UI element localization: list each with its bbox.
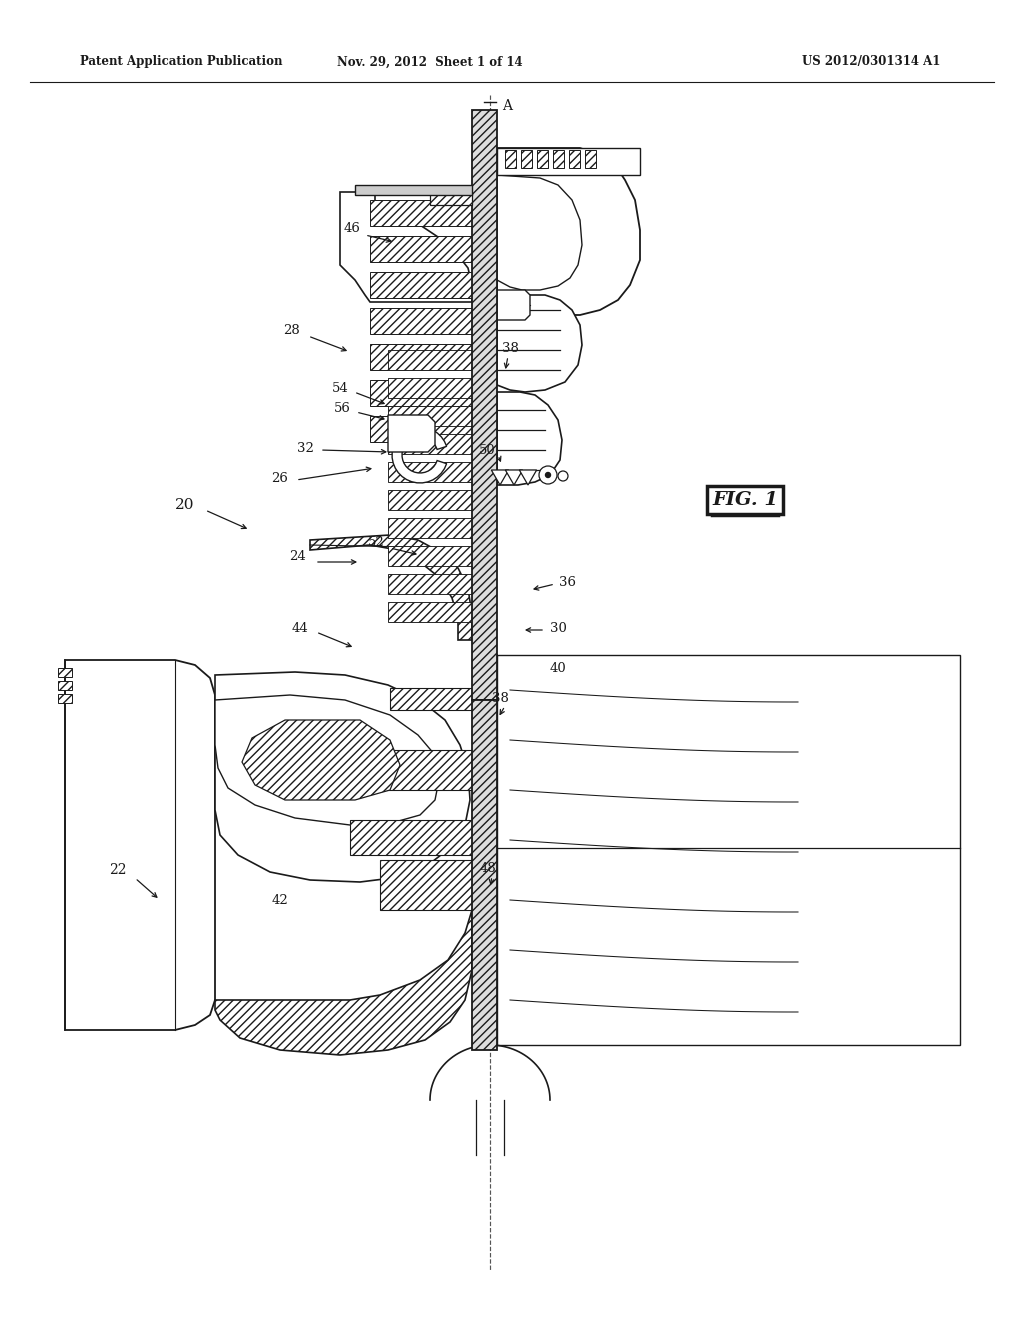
Text: 54: 54	[332, 381, 348, 395]
Polygon shape	[388, 490, 472, 510]
Polygon shape	[388, 434, 472, 454]
Polygon shape	[553, 150, 564, 168]
Polygon shape	[370, 201, 472, 226]
Polygon shape	[370, 236, 472, 261]
Polygon shape	[497, 148, 640, 176]
Text: A: A	[502, 99, 512, 114]
Polygon shape	[310, 535, 472, 640]
Polygon shape	[497, 655, 961, 1045]
Polygon shape	[350, 820, 472, 855]
Polygon shape	[58, 668, 72, 677]
Polygon shape	[390, 688, 472, 710]
Polygon shape	[497, 176, 582, 290]
Text: US 2012/0301314 A1: US 2012/0301314 A1	[802, 55, 940, 69]
Text: 30: 30	[550, 622, 566, 635]
Polygon shape	[215, 696, 440, 825]
Polygon shape	[215, 909, 472, 1055]
Polygon shape	[569, 150, 580, 168]
Text: 50: 50	[478, 444, 496, 457]
Polygon shape	[370, 380, 472, 407]
Polygon shape	[388, 574, 472, 594]
Text: 52: 52	[368, 536, 384, 549]
Polygon shape	[521, 150, 532, 168]
Polygon shape	[497, 148, 640, 315]
Text: 56: 56	[334, 401, 350, 414]
Text: 42: 42	[271, 894, 289, 907]
Text: 48: 48	[479, 862, 497, 874]
Text: 22: 22	[110, 863, 127, 876]
Polygon shape	[388, 414, 435, 451]
Polygon shape	[472, 700, 497, 1049]
Polygon shape	[388, 350, 472, 370]
Polygon shape	[370, 272, 472, 298]
Polygon shape	[585, 150, 596, 168]
Polygon shape	[340, 191, 472, 302]
Text: 36: 36	[559, 576, 577, 589]
Polygon shape	[472, 110, 497, 700]
Text: 38: 38	[492, 692, 509, 705]
Polygon shape	[392, 428, 446, 483]
Polygon shape	[242, 719, 400, 800]
Text: 44: 44	[292, 622, 308, 635]
Circle shape	[546, 473, 551, 478]
Text: 20: 20	[175, 498, 195, 512]
Polygon shape	[388, 407, 472, 426]
Polygon shape	[430, 191, 472, 205]
Polygon shape	[58, 694, 72, 704]
Polygon shape	[388, 378, 472, 399]
Polygon shape	[58, 681, 72, 690]
Text: Nov. 29, 2012  Sheet 1 of 14: Nov. 29, 2012 Sheet 1 of 14	[337, 55, 523, 69]
Polygon shape	[355, 185, 472, 195]
Polygon shape	[497, 392, 562, 484]
Polygon shape	[65, 660, 215, 1030]
Polygon shape	[505, 150, 516, 168]
Polygon shape	[388, 546, 472, 566]
Polygon shape	[370, 308, 472, 334]
Text: 46: 46	[344, 222, 360, 235]
Text: 32: 32	[297, 441, 313, 454]
Text: Patent Application Publication: Patent Application Publication	[80, 55, 283, 69]
Polygon shape	[497, 294, 582, 392]
Polygon shape	[380, 750, 472, 789]
Text: 24: 24	[290, 550, 306, 564]
Text: 26: 26	[271, 471, 289, 484]
Polygon shape	[388, 462, 472, 482]
Circle shape	[539, 466, 557, 484]
Polygon shape	[537, 150, 548, 168]
Text: 40: 40	[550, 661, 566, 675]
Polygon shape	[497, 290, 530, 319]
Polygon shape	[215, 672, 470, 882]
Polygon shape	[370, 345, 472, 370]
Polygon shape	[370, 416, 472, 442]
Polygon shape	[388, 517, 472, 539]
Text: 38: 38	[502, 342, 518, 355]
Polygon shape	[388, 602, 472, 622]
Circle shape	[558, 471, 568, 480]
Text: FIG. 1: FIG. 1	[712, 491, 778, 510]
Polygon shape	[380, 861, 472, 909]
Text: 28: 28	[284, 323, 300, 337]
